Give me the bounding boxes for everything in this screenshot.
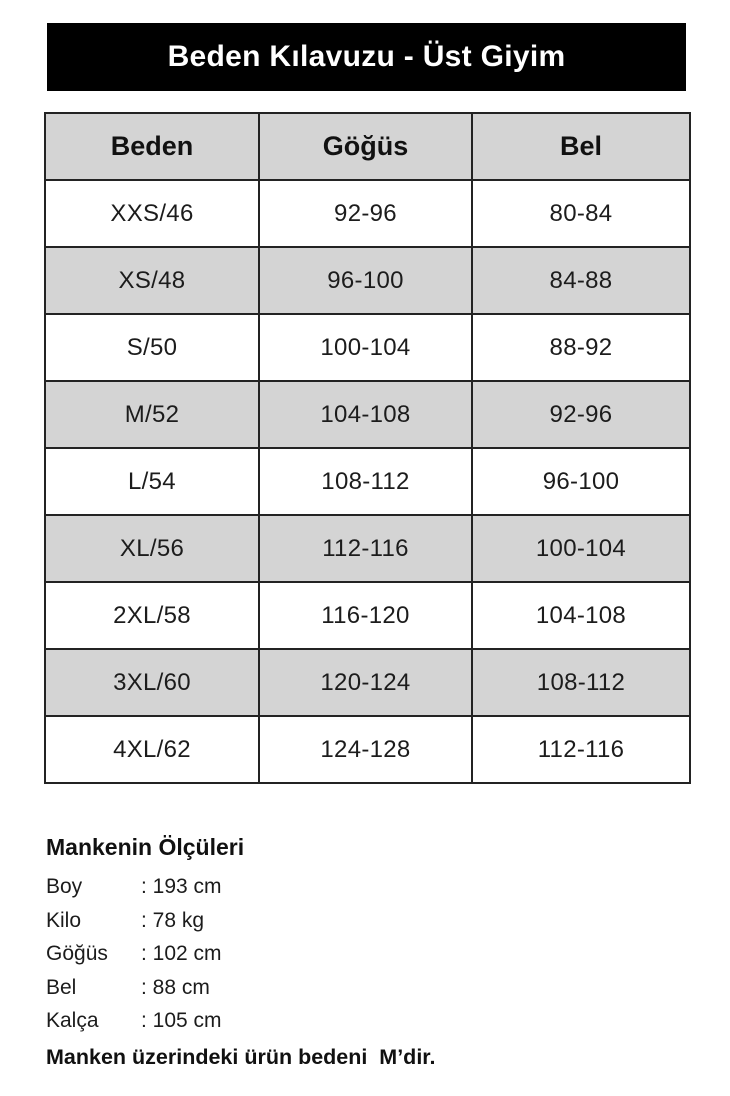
chest-cell: 120-124: [258, 648, 473, 717]
measurement-row-bel: Bel : 88 cm: [46, 971, 646, 1005]
table-header-row: Beden Göğüs Bel: [44, 112, 691, 181]
size-cell: 3XL/60: [44, 648, 260, 717]
model-measurements-section: Mankenin Ölçüleri Boy : 193 cm Kilo : 78…: [46, 834, 646, 1074]
chest-cell: 116-120: [258, 581, 473, 650]
table-row: 3XL/60 120-124 108-112: [44, 648, 691, 717]
size-cell: M/52: [44, 380, 260, 449]
size-cell: XL/56: [44, 514, 260, 583]
measurement-value: : 105 cm: [141, 1009, 222, 1032]
column-header-gogus: Göğüs: [258, 112, 473, 181]
measurement-row-gogus: Göğüs : 102 cm: [46, 937, 646, 971]
waist-cell: 100-104: [471, 514, 691, 583]
measurement-label: Kilo: [46, 908, 82, 932]
measurement-row-boy: Boy : 193 cm: [46, 870, 646, 904]
measurements-heading: Mankenin Ölçüleri: [46, 834, 245, 860]
measurement-row-kalca: Kalça : 105 cm: [46, 1004, 646, 1038]
chest-cell: 104-108: [258, 380, 473, 449]
size-cell: 2XL/58: [44, 581, 260, 650]
size-cell: 4XL/62: [44, 715, 260, 784]
chest-cell: 124-128: [258, 715, 473, 784]
title-bar: Beden Kılavuzu - Üst Giyim: [47, 23, 686, 91]
measurement-label: Bel: [46, 975, 77, 999]
measurement-label: Kalça: [46, 1009, 99, 1032]
measurement-value: : 88 cm: [141, 975, 210, 999]
chest-cell: 108-112: [258, 447, 473, 516]
column-header-bel: Bel: [471, 112, 691, 181]
page-title: Beden Kılavuzu - Üst Giyim: [167, 40, 566, 73]
measurement-value: : 193 cm: [141, 875, 222, 898]
table-row: S/50 100-104 88-92: [44, 313, 691, 382]
chest-cell: 112-116: [258, 514, 473, 583]
waist-cell: 108-112: [471, 648, 691, 717]
measurement-row-kilo: Kilo : 78 kg: [46, 904, 646, 938]
size-cell: L/54: [44, 447, 260, 516]
measurement-value: : 78 kg: [141, 908, 205, 932]
waist-cell: 104-108: [471, 581, 691, 650]
size-cell: XS/48: [44, 246, 260, 315]
table-row: XXS/46 92-96 80-84: [44, 179, 691, 248]
table-row: XS/48 96-100 84-88: [44, 246, 691, 315]
waist-cell: 92-96: [471, 380, 691, 449]
table-row: XL/56 112-116 100-104: [44, 514, 691, 583]
chest-cell: 100-104: [258, 313, 473, 382]
size-cell: S/50: [44, 313, 260, 382]
size-table: Beden Göğüs Bel XXS/46 92-96 80-84 XS/48…: [44, 112, 691, 784]
chest-cell: 92-96: [258, 179, 473, 248]
table-row: L/54 108-112 96-100: [44, 447, 691, 516]
measurement-label: Göğüs: [46, 942, 108, 965]
model-size-note: Manken üzerindeki ürün bedeni M’dir.: [46, 1044, 436, 1069]
table-row: M/52 104-108 92-96: [44, 380, 691, 449]
waist-cell: 96-100: [471, 447, 691, 516]
chest-cell: 96-100: [258, 246, 473, 315]
measurement-value: : 102 cm: [141, 942, 222, 965]
waist-cell: 84-88: [471, 246, 691, 315]
table-row: 2XL/58 116-120 104-108: [44, 581, 691, 650]
table-row: 4XL/62 124-128 112-116: [44, 715, 691, 784]
size-cell: XXS/46: [44, 179, 260, 248]
waist-cell: 112-116: [471, 715, 691, 784]
waist-cell: 80-84: [471, 179, 691, 248]
column-header-beden: Beden: [44, 112, 260, 181]
waist-cell: 88-92: [471, 313, 691, 382]
measurement-label: Boy: [46, 875, 83, 898]
